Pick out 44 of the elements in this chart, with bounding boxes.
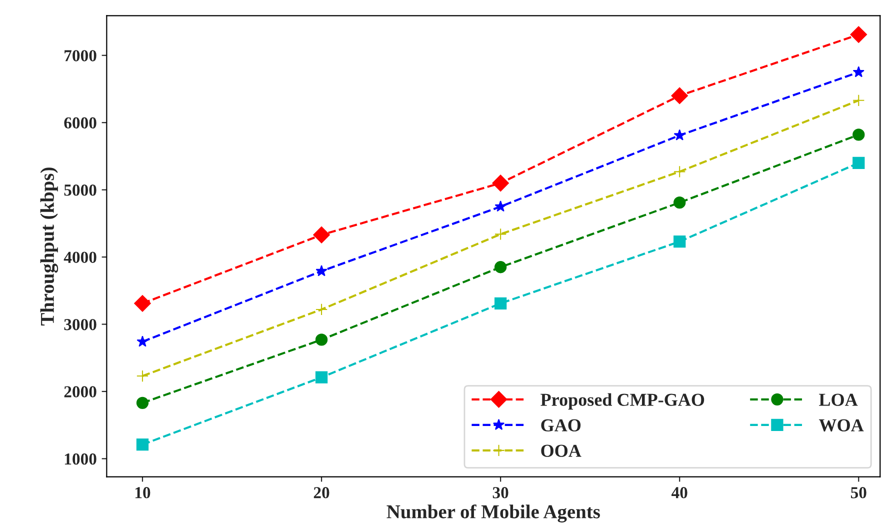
point [492, 174, 509, 192]
point [674, 166, 686, 178]
x-tick-label: 10 [135, 487, 150, 498]
point [315, 334, 328, 346]
legend-label: GAO [541, 419, 581, 432]
y-tick-label: 4000 [64, 252, 96, 263]
point [494, 261, 507, 274]
point [494, 200, 506, 212]
y-tick-label: 6000 [64, 117, 96, 129]
point [852, 94, 865, 106]
x-tick-label: 40 [671, 487, 688, 498]
point [315, 371, 328, 384]
y-tick-label: 3000 [64, 318, 96, 330]
point [136, 336, 148, 347]
point [671, 87, 688, 104]
y-tick-label: 5000 [64, 184, 96, 196]
point [136, 370, 149, 382]
point [674, 236, 686, 248]
x-tick-label: 50 [850, 487, 866, 498]
point [316, 265, 328, 276]
point [494, 297, 507, 310]
point [313, 226, 330, 244]
legend-label: Proposed CMP-GAO [540, 393, 704, 410]
point [852, 156, 865, 170]
y-tick-label: 7000 [64, 50, 96, 62]
point [674, 196, 686, 209]
point [852, 128, 865, 141]
y-tick-label: 2000 [64, 386, 96, 398]
x-tick-label: 30 [492, 487, 508, 498]
point [136, 438, 149, 451]
x-tick-label: 20 [314, 487, 330, 498]
x-axis-title: Number of Mobile Agents [386, 504, 600, 522]
point [850, 26, 868, 43]
point [134, 295, 151, 312]
legend-label: LOA [819, 394, 858, 406]
legend-label: OOA [541, 444, 582, 457]
point [136, 396, 149, 409]
legend-label: WOA [818, 419, 864, 432]
y-axis-title: Throughput (kbps) [40, 168, 58, 326]
point [852, 66, 864, 78]
point [315, 303, 328, 316]
y-tick-label: 1000 [64, 453, 96, 465]
point [674, 129, 686, 140]
point [494, 228, 507, 240]
